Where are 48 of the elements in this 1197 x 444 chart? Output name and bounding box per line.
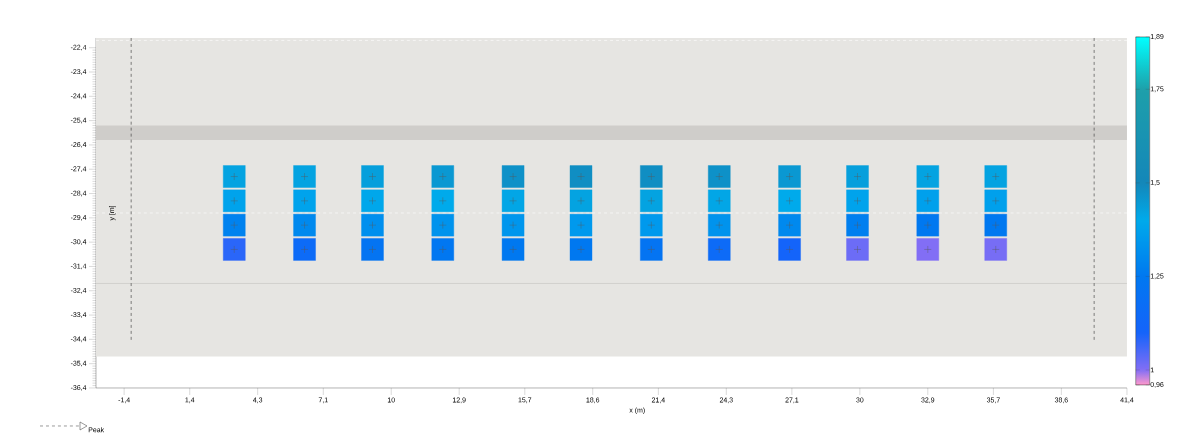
point [640,189,663,213]
point [293,189,316,213]
point [431,213,454,237]
point [223,165,246,188]
point [846,213,869,237]
point [846,165,869,188]
point [293,238,316,261]
point [501,189,525,213]
point [431,165,454,188]
point [361,189,384,213]
point [916,238,939,261]
point [431,238,454,261]
point [501,238,525,261]
point [501,213,525,237]
point [501,165,525,188]
point [778,213,801,237]
point [223,238,246,261]
point [223,189,246,213]
point [778,189,801,213]
point [916,189,939,213]
point [846,238,869,261]
point [708,213,731,237]
point [640,238,663,261]
point [640,213,663,237]
point [708,238,731,261]
point [569,165,593,188]
point [293,213,316,237]
point [846,189,869,213]
point [708,189,731,213]
point [569,213,593,237]
point [916,213,939,237]
point [569,189,593,213]
point [984,189,1007,213]
point [569,238,593,261]
point [640,165,663,188]
point [916,165,939,188]
point [361,213,384,237]
point [223,213,246,237]
point [984,238,1007,261]
point [984,213,1007,237]
point [778,238,801,261]
point [708,165,731,188]
point [361,165,384,188]
point [361,238,384,261]
point [984,165,1007,188]
point [778,165,801,188]
point [293,165,316,188]
point [431,189,454,213]
